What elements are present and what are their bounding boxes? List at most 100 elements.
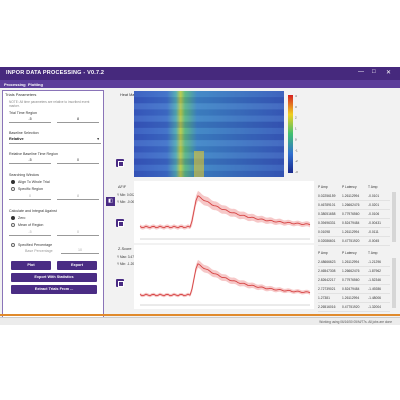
table-row[interactable]: 0.02086601 0.47751920 -0.0045: [318, 237, 390, 246]
integral-start-input[interactable]: -5: [9, 230, 51, 236]
table-cell: 0.47751920: [342, 239, 360, 243]
heatmap-row: [134, 97, 284, 104]
table-row[interactable]: 2.82642217 0.77976560 -1.52346: [318, 276, 390, 285]
menu-bar: Processing Plotting: [0, 80, 400, 88]
table-cell: -1.48006: [368, 296, 382, 300]
column-header[interactable]: P Amp: [318, 251, 328, 255]
table-cell: 1.27381: [318, 296, 330, 300]
panel-toggle-button[interactable]: ◧: [106, 197, 115, 206]
table-row[interactable]: 0.46789101 1.26662476 -0.0201: [318, 201, 390, 210]
save-heatmap-button[interactable]: [116, 159, 124, 167]
base-percentage-input[interactable]: 10: [61, 248, 99, 254]
window-title: INPOR DATA PROCESSING - V0.7.2: [6, 70, 105, 76]
trial-time-start-input[interactable]: -5: [9, 117, 51, 123]
plot1-error-band: [140, 190, 310, 230]
table-cell: 0.02256159: [318, 194, 336, 198]
colorbar-tick-label: 1: [295, 127, 297, 131]
mean-of-region-label: Mean of Region: [18, 223, 44, 227]
status-bar: Working using 06/16/50 05/M/77s. All job…: [0, 317, 400, 325]
heatmap-row: [134, 140, 284, 147]
close-icon[interactable]: ✕: [386, 70, 392, 76]
plot1-label: ΔF/F: [118, 185, 127, 189]
heatmap-hotspot: [194, 151, 204, 177]
table2-scrollbar[interactable]: [392, 258, 396, 308]
table-row[interactable]: 0.38051658 0.77976560 -0.0106: [318, 210, 390, 219]
table-row[interactable]: 2.46547308 1.26662476 -1.87962: [318, 267, 390, 276]
plot2-ymin[interactable]: Y Min: -1.205: [117, 262, 136, 266]
heatmap-cells: [134, 91, 284, 177]
align-whole-trial-label: Align To Whole Trial: [18, 180, 50, 184]
colorbar-tick-label: -3: [295, 170, 298, 174]
radio-mean-of-region[interactable]: [11, 223, 15, 227]
base-percentage-label: Base Percentage: [25, 249, 53, 253]
integral-end-input[interactable]: 0: [57, 230, 99, 236]
table-cell: 0.77976560: [342, 212, 360, 216]
table-row[interactable]: 2.72739021 0.52479484 -1.49286: [318, 285, 390, 294]
heatmap-row: [134, 121, 284, 128]
table-cell: -0.0101: [368, 194, 380, 198]
plot1-ymin[interactable]: Y Min: -0.00749: [117, 200, 139, 204]
column-header[interactable]: P Amp: [318, 185, 328, 189]
relative-baseline-label: Relative Baseline Time Region: [9, 152, 58, 156]
table-row[interactable]: 2.48666623 1.26112994 -1.21296: [318, 258, 390, 267]
table-row[interactable]: 0.39496331 0.52479484 -0.00431: [318, 219, 390, 228]
heatmap-row: [134, 103, 284, 110]
table-cell: -1.52346: [368, 278, 382, 282]
radio-align-whole-trial[interactable]: [11, 180, 15, 184]
table-cell: 0.02086601: [318, 239, 336, 243]
radio-zero[interactable]: [11, 216, 15, 220]
table-cell: 2.46547308: [318, 269, 336, 273]
plot1-ymax[interactable]: Y Min: 0.0024: [117, 193, 137, 197]
colorbar-tick-label: 3: [295, 105, 297, 109]
baseline-selection-dropdown[interactable]: Relative ▾: [9, 137, 101, 144]
app-window: INPOR DATA PROCESSING - V0.7.2 — □ ✕ Pro…: [0, 67, 400, 325]
search-end-input[interactable]: 8: [57, 194, 99, 200]
extract-trials-button[interactable]: Extract Trials From ...: [11, 285, 97, 294]
menu-plotting[interactable]: Plotting: [28, 81, 43, 87]
column-header[interactable]: T Amp: [368, 185, 378, 189]
table-row[interactable]: 2.26516016 0.47751920 -1.32004: [318, 303, 390, 312]
column-header[interactable]: P Latency: [342, 251, 357, 255]
plot2-ymax[interactable]: Y Max: 3.476: [117, 255, 136, 259]
table-row[interactable]: 0.01098 1.26112994 -0.0111: [318, 228, 390, 237]
column-header[interactable]: P Latency: [342, 185, 357, 189]
table-cell: 0.01098: [318, 230, 330, 234]
export-with-statistics-button[interactable]: Export With Statistics: [11, 273, 97, 282]
radio-specified-percentage[interactable]: [11, 243, 15, 247]
baseline-start-input[interactable]: -5: [9, 158, 51, 164]
menu-processing[interactable]: Processing: [4, 81, 26, 87]
heatmap-row: [134, 152, 284, 159]
save-plot2-button[interactable]: [116, 279, 124, 287]
maximize-icon[interactable]: □: [372, 69, 376, 75]
heatmap-colorbar: [288, 95, 293, 173]
colorbar-tick-label: 2: [295, 116, 297, 120]
table-row[interactable]: 1.27381 1.26112994 -1.48006: [318, 294, 390, 303]
plot2-area: [134, 245, 314, 309]
heatmap-row: [134, 170, 284, 177]
radio-specific-region[interactable]: [11, 187, 15, 191]
panel-note: NOTE: All time parameters are relative t…: [9, 100, 90, 108]
table-cell: 0.38051658: [318, 212, 336, 216]
table1-scrollbar[interactable]: [392, 192, 396, 242]
heatmap-row: [134, 134, 284, 141]
baseline-end-input[interactable]: 0: [57, 158, 99, 164]
table-cell: 1.26662476: [342, 203, 360, 207]
table-cell: 0.52479484: [342, 287, 360, 291]
heatmap-row: [134, 127, 284, 134]
table-row[interactable]: 0.02256159 1.26112994 -0.0101: [318, 192, 390, 201]
specified-percentage-label: Specified Percentage: [18, 243, 53, 247]
trial-time-region-label: Trial Time Region: [9, 111, 38, 115]
zero-label: Zero: [18, 216, 26, 220]
panel-toggle-icon: ◧: [108, 198, 113, 204]
plot-button[interactable]: Plot: [11, 261, 51, 270]
save-plot1-button[interactable]: [116, 219, 124, 227]
search-start-input[interactable]: 0: [9, 194, 51, 200]
export-button[interactable]: Export: [57, 261, 97, 270]
minimize-icon[interactable]: —: [358, 69, 364, 75]
trial-time-end-input[interactable]: 8: [57, 117, 99, 123]
column-header[interactable]: T Amp: [368, 251, 378, 255]
plot2-svg: [139, 259, 311, 306]
plot2-mean-line: [139, 263, 311, 297]
trials-parameters-panel: Trials Parameters NOTE: All time paramet…: [2, 90, 104, 322]
heatmap-row: [134, 91, 284, 98]
